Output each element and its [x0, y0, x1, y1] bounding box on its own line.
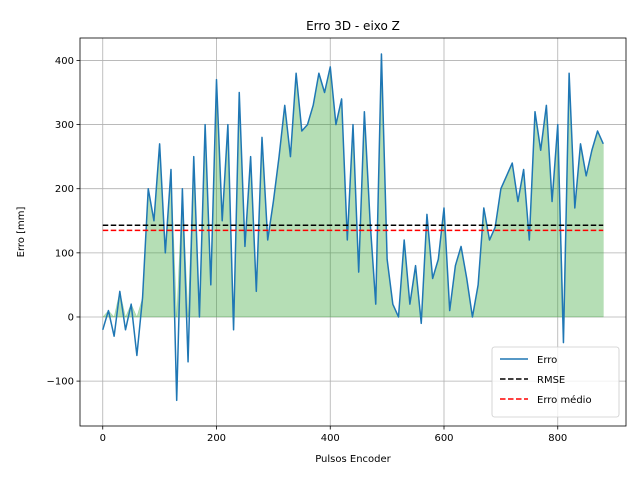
axes-frame [79, 37, 627, 427]
x-tick-label: 200 [207, 433, 226, 444]
y-tick-label: 300 [55, 120, 74, 131]
y-tick-label: 0 [68, 312, 74, 323]
legend-label: Erro médio [537, 394, 592, 406]
legend-label: Erro [537, 355, 557, 366]
series-line-erro [102, 53, 604, 402]
chart-title: Erro 3D - eixo Z [306, 19, 400, 33]
plot-area [102, 53, 604, 402]
legend-label: RMSE [537, 375, 565, 386]
y-axis-label: Erro [mm] [16, 207, 27, 258]
x-tick-label: 800 [548, 433, 567, 444]
y-tick-label: 400 [55, 56, 74, 67]
y-tick-label: 100 [55, 248, 74, 259]
ticks: 0 200 400 600 800 −100 0 100 200 300 400 [47, 56, 568, 444]
x-tick-label: 0 [100, 433, 106, 444]
legend: Erro RMSE Erro médio [491, 346, 620, 418]
x-tick-label: 400 [321, 433, 340, 444]
y-tick-label: 200 [55, 184, 74, 195]
x-axis-label: Pulsos Encoder [315, 454, 391, 465]
legend-box [491, 346, 620, 418]
x-tick-label: 600 [434, 433, 453, 444]
y-tick-label: −100 [47, 377, 74, 388]
